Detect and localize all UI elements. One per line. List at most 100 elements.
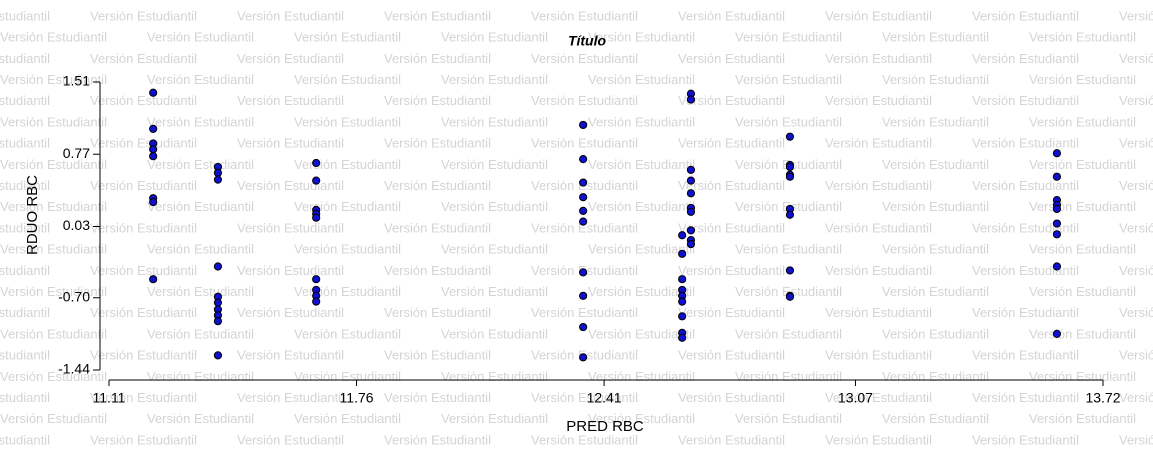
watermark-text: Versión Estudiantil: [384, 263, 491, 278]
watermark-text: Versión Estudiantil: [0, 390, 50, 405]
watermark-text: Versión Estudiantil: [531, 305, 638, 320]
watermark-text: Versión Estudiantil: [735, 30, 842, 45]
watermark-text: Versión Estudiantil: [237, 93, 344, 108]
y-tick-label: -0.70: [58, 288, 90, 304]
watermark-text: Versión Estudiantil: [825, 8, 932, 23]
watermark-text: Versión Estudiantil: [825, 305, 932, 320]
y-axis-label: RDUO RBC: [24, 175, 41, 255]
watermark-text: Versión Estudiantil: [441, 369, 548, 384]
point: [312, 176, 321, 185]
watermark-text: Versión Estudiantil: [882, 284, 989, 299]
watermark-text: Versión Estudiantil: [1029, 411, 1136, 426]
point: [213, 168, 223, 177]
watermark-text: Versión Estudiantil: [294, 411, 401, 426]
watermark-text: Versión Estudiantil: [972, 93, 1079, 108]
watermark-text: Versión Estudiantil: [294, 157, 401, 172]
watermark-text: Versión Estudiantil: [825, 93, 932, 108]
watermark-text: Versión Estudiantil: [0, 199, 107, 214]
watermark-text: Versión Estudiantil: [1119, 8, 1153, 23]
watermark-text: Versión Estudiantil: [882, 157, 989, 172]
watermark-text: Versión Estudiantil: [0, 178, 50, 193]
watermark-text: Versión Estudiantil: [1119, 263, 1153, 278]
point: [686, 207, 696, 216]
point: [785, 292, 795, 301]
watermark-text: Versión Estudiantil: [294, 369, 401, 384]
watermark-text: Versión Estudiantil: [1029, 242, 1136, 257]
watermark-text: Versión Estudiantil: [237, 305, 344, 320]
point: [312, 213, 321, 222]
point: [678, 312, 687, 321]
watermark-text: Versión Estudiantil: [441, 411, 548, 426]
watermark-text: Versión Estudiantil: [0, 136, 50, 151]
watermark-text: Versión Estudiantil: [0, 432, 50, 447]
watermark-text: Versión Estudiantil: [678, 390, 785, 405]
watermark-text: Versión Estudiantil: [531, 51, 638, 66]
watermark-text: Versión Estudiantil: [1119, 93, 1153, 108]
watermark-text: Versión Estudiantil: [384, 51, 491, 66]
watermark-text: Versión Estudiantil: [0, 30, 107, 45]
watermark-text: Versión Estudiantil: [90, 8, 197, 23]
watermark-text: Versión Estudiantil: [588, 411, 695, 426]
watermark-text: Versión Estudiantil: [882, 30, 989, 45]
x-tick-label: 11.11: [93, 390, 126, 406]
point: [686, 165, 696, 174]
point: [579, 322, 588, 332]
watermark-text: Versión Estudiantil: [972, 432, 1079, 447]
point: [1052, 262, 1062, 271]
watermark-text: Versión Estudiantil: [735, 326, 842, 341]
watermark-text: Versión Estudiantil: [441, 30, 548, 45]
point: [213, 351, 223, 360]
watermark-text: Versión Estudiantil: [147, 284, 254, 299]
point: [785, 210, 795, 219]
watermark-text: Versión Estudiantil: [882, 199, 989, 214]
y-tick-label: -1.44: [58, 361, 90, 377]
watermark-text: Versión Estudiantil: [147, 72, 254, 87]
point: [1052, 230, 1062, 239]
watermark-text: Versión Estudiantil: [147, 30, 254, 45]
point: [785, 162, 795, 172]
watermark-text: Versión Estudiantil: [678, 432, 785, 447]
watermark-text: Versión Estudiantil: [1029, 157, 1136, 172]
watermark-text: Versión Estudiantil: [882, 326, 989, 341]
watermark-text: Versión Estudiantil: [588, 242, 695, 257]
watermark-text: Versión Estudiantil: [1029, 284, 1136, 299]
point: [579, 206, 588, 215]
watermark-text: Versión Estudiantil: [972, 136, 1079, 151]
watermark-text: Versión Estudiantil: [972, 348, 1079, 363]
watermark-text: Versión Estudiantil: [237, 8, 344, 23]
watermark-text: Versión Estudiantil: [972, 220, 1079, 235]
watermark-text: Versión Estudiantil: [147, 411, 254, 426]
point: [579, 155, 588, 164]
watermark-text: Versión Estudiantil: [0, 8, 50, 23]
watermark-text: Versión Estudiantil: [441, 157, 548, 172]
watermark-text: Versión Estudiantil: [735, 242, 842, 257]
watermark-text: Versión Estudiantil: [972, 8, 1079, 23]
y-tick-label: 0.03: [63, 217, 90, 233]
watermark-layer: Versión Estudiantil Versión Estudiantil Ve…: [0, 8, 1153, 447]
x-axis-label: PRED RBC: [566, 418, 644, 435]
watermark-text: Versión Estudiantil: [147, 242, 254, 257]
watermark-text: Versión Estudiantil: [1119, 390, 1153, 405]
watermark-text: Versión Estudiantil: [384, 93, 491, 108]
watermark-text: Versión Estudiantil: [90, 136, 197, 151]
watermark-text: Versión Estudiantil: [735, 72, 842, 87]
point: [213, 175, 223, 184]
point: [785, 266, 795, 275]
point: [686, 226, 696, 235]
watermark-text: Versión Estudiantil: [531, 136, 638, 151]
watermark-text: Versión Estudiantil: [1119, 305, 1153, 320]
watermark-text: Versión Estudiantil: [0, 411, 107, 426]
watermark-text: Versión Estudiantil: [678, 348, 785, 363]
watermark-text: Versión Estudiantil: [972, 263, 1079, 278]
watermark-text: Versión Estudiantil: [882, 411, 989, 426]
watermark-text: Versión Estudiantil: [384, 432, 491, 447]
point: [1052, 329, 1062, 338]
watermark-text: Versión Estudiantil: [441, 284, 548, 299]
watermark-text: Versión Estudiantil: [825, 51, 932, 66]
watermark-text: Versión Estudiantil: [735, 369, 842, 384]
watermark-text: Versión Estudiantil: [882, 72, 989, 87]
watermark-text: Versión Estudiantil: [1119, 220, 1153, 235]
point: [312, 158, 321, 168]
point: [686, 176, 696, 185]
watermark-text: Versión Estudiantil: [1029, 199, 1136, 214]
